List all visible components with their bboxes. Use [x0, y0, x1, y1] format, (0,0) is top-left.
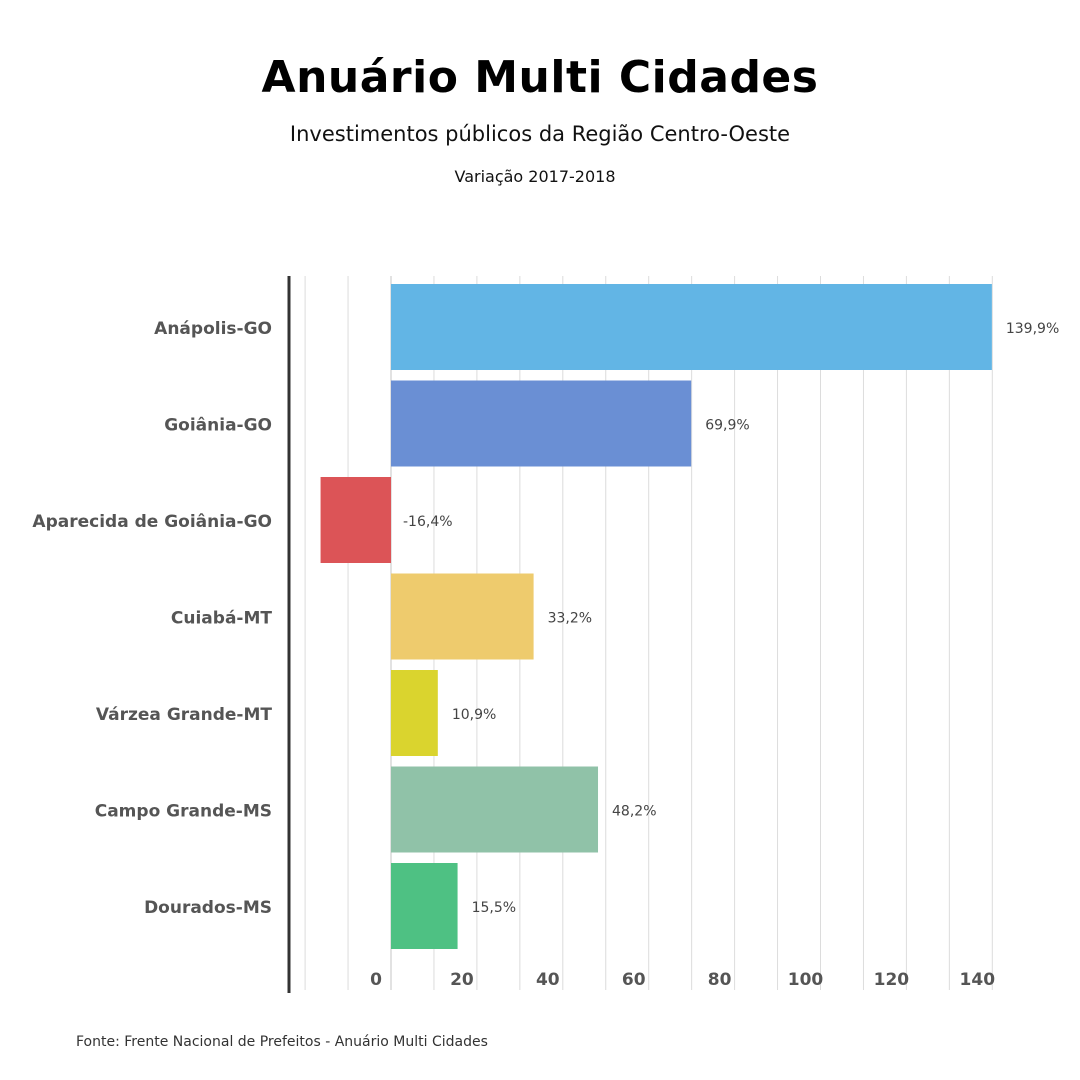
data-label: 139,9%: [1006, 321, 1059, 337]
x-tick-label: 40: [536, 970, 560, 990]
bar: [391, 670, 438, 756]
x-tick-label: 60: [622, 970, 646, 990]
x-tick-label: 100: [788, 970, 824, 990]
category-label: Campo Grande-MS: [95, 802, 272, 822]
x-tick-label: 120: [874, 970, 910, 990]
category-label: Várzea Grande-MT: [96, 705, 272, 725]
chart-period: Variação 2017-2018: [454, 167, 616, 186]
x-tick-label: 140: [960, 970, 996, 990]
bar: [320, 477, 391, 563]
data-label: 10,9%: [452, 707, 496, 723]
x-tick-label: 0: [370, 970, 382, 990]
data-label: 15,5%: [472, 900, 516, 916]
category-label: Cuiabá-MT: [171, 609, 272, 629]
category-label: Goiânia-GO: [164, 416, 272, 436]
bar-chart: Anápolis-GO 139,9% Goiânia-GO 69,9% Aparecid…: [32, 276, 1059, 993]
data-label: -16,4%: [403, 514, 453, 530]
chart-title: Anuário Multi Cidades: [261, 52, 819, 103]
bar: [391, 380, 692, 467]
data-label: 69,9%: [705, 418, 749, 434]
x-tick-label: 80: [708, 970, 732, 990]
category-label: Dourados-MS: [144, 898, 272, 918]
data-label: 33,2%: [548, 611, 592, 627]
category-label: Aparecida de Goiânia-GO: [32, 512, 272, 532]
bar: [391, 284, 992, 370]
x-tick-label: 20: [450, 970, 474, 990]
chart-subtitle: Investimentos públicos da Região Centro-…: [289, 122, 791, 146]
data-label: 48,2%: [612, 804, 656, 820]
source-note: Fonte: Frente Nacional de Prefeitos - An…: [76, 1034, 488, 1050]
category-label: Anápolis-GO: [154, 319, 272, 339]
bar: [391, 863, 458, 949]
bar: [391, 766, 599, 853]
bar: [391, 573, 534, 660]
